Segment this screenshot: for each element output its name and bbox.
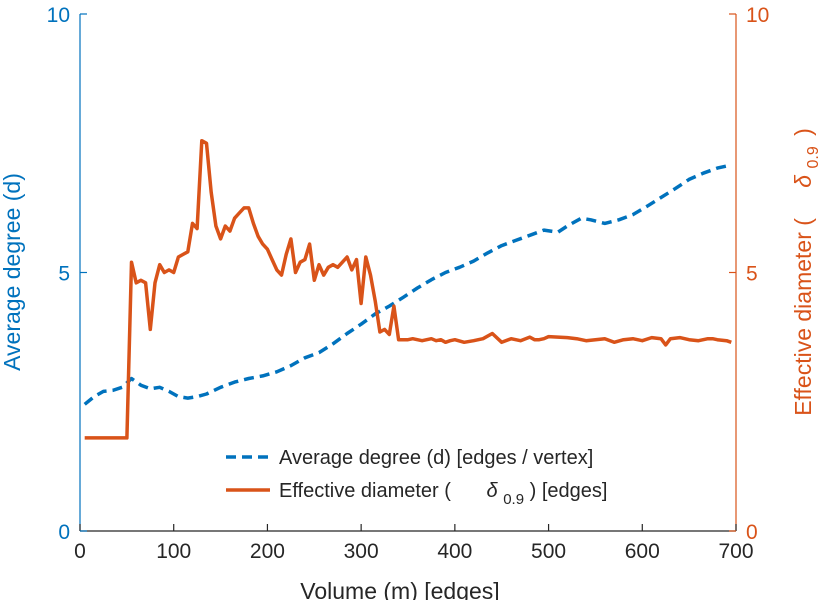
y-left-axis-label: Average degree (d): [0, 173, 25, 371]
x-tick-label: 200: [250, 540, 285, 563]
x-tick-label: 300: [344, 540, 379, 563]
y-right-label-end: ): [790, 128, 816, 136]
legend-label-diameter-symbol: δ: [487, 480, 499, 502]
x-axis-label: Volume (m) [edges]: [300, 578, 499, 600]
y-right-tick-label: 10: [746, 4, 769, 27]
legend-label-diameter-pre: Effective diameter (: [279, 480, 451, 502]
x-tick-label: 400: [437, 540, 472, 563]
y-right-label-subscript: 0.9: [805, 146, 822, 168]
y-left-tick-label: 5: [58, 263, 70, 286]
plot-area: [80, 14, 736, 532]
y-right-label-symbol: δ: [790, 175, 816, 188]
series-line-effective-diameter: [84, 138, 732, 440]
legend-label-average-degree: Average degree (d) [edges / vertex]: [279, 447, 593, 469]
y-right-label-main: Effective diameter (: [790, 218, 816, 416]
y-right-axis-label: Effective diameter ( δ 0.9 ): [790, 128, 823, 416]
legend-label-diameter-subscript: 0.9: [503, 491, 524, 508]
legend-label-effective-diameter: Effective diameter ( δ 0.9 ) [edges]: [279, 480, 607, 509]
x-tick-label: 500: [531, 540, 566, 563]
x-tick-label: 700: [718, 540, 753, 563]
legend-label-diameter-post: ) [edges]: [530, 480, 608, 502]
x-tick-label: 100: [156, 540, 191, 563]
x-tick-label: 0: [74, 540, 86, 563]
x-tick-label: 600: [625, 540, 660, 563]
y-left-tick-label: 0: [58, 521, 70, 544]
legend: Average degree (d) [edges / vertex] Effe…: [226, 447, 607, 509]
y-right-tick-label: 5: [746, 263, 758, 286]
y-right-tick-label: 0: [746, 521, 758, 544]
y-left-tick-label: 10: [47, 4, 70, 27]
